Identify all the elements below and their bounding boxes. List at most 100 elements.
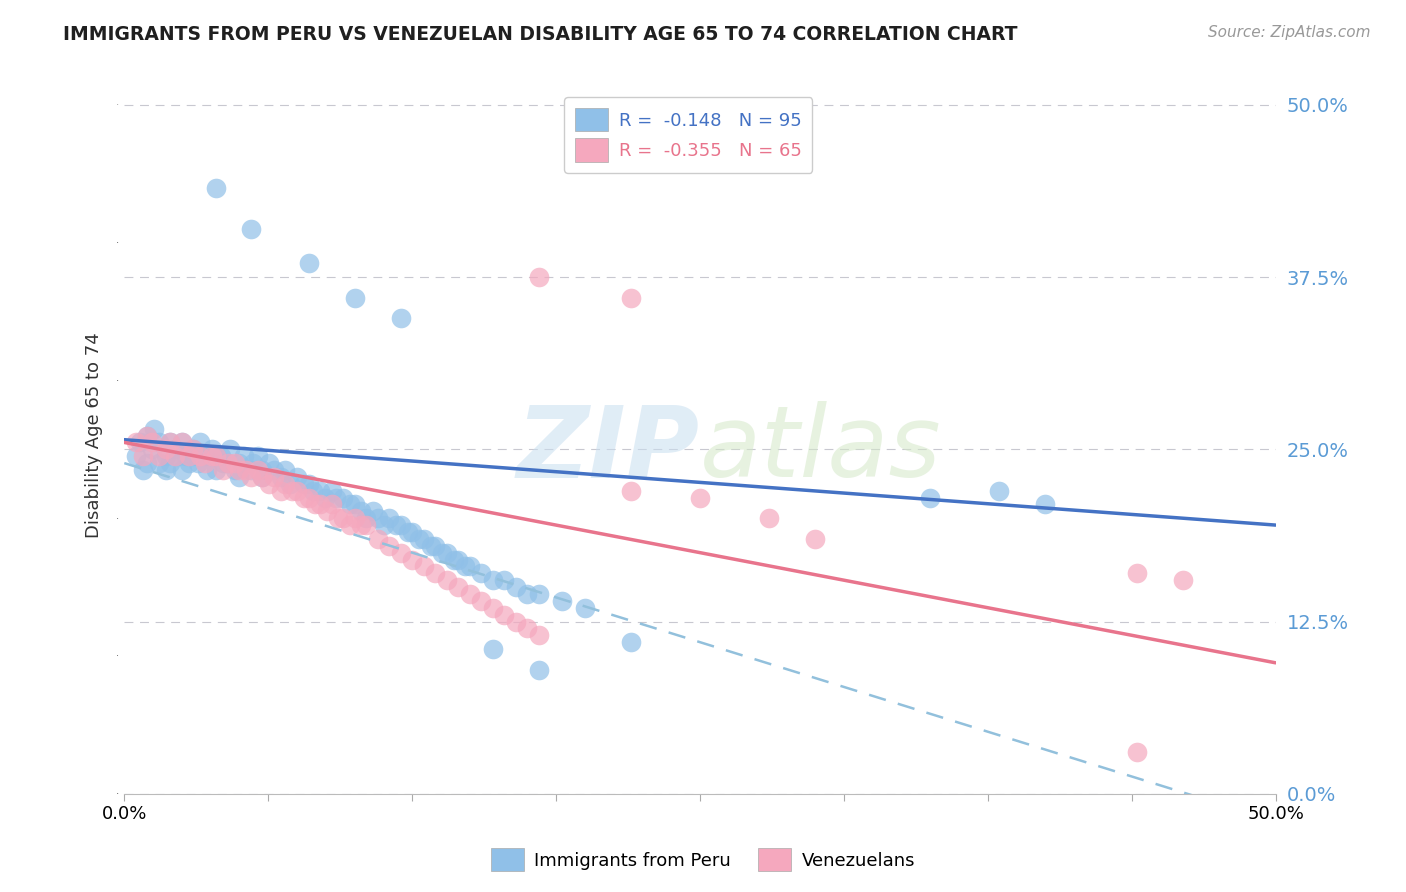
Point [194,449,217,463]
Point [689,491,711,505]
Point [297,256,319,270]
Point [620,635,643,649]
Point [143,422,166,436]
Text: Source: ZipAtlas.com: Source: ZipAtlas.com [1208,25,1371,40]
Point [447,552,470,566]
Point [217,456,239,470]
Point [148,449,170,463]
Point [166,449,188,463]
Point [321,497,343,511]
Point [343,497,366,511]
Point [389,518,412,533]
Point [195,463,218,477]
Point [239,463,262,477]
Point [235,463,257,477]
Point [367,532,389,546]
Point [321,483,343,498]
Point [436,546,458,560]
Point [297,476,319,491]
Point [332,491,354,505]
Point [481,600,503,615]
Point [454,559,477,574]
Point [481,642,503,657]
Point [194,456,217,470]
Point [401,524,423,539]
Text: atlas: atlas [700,401,942,499]
Point [201,449,224,463]
Point [205,449,228,463]
Point [159,435,181,450]
Point [470,566,492,581]
Point [343,291,366,305]
Point [309,497,332,511]
Point [252,470,274,484]
Point [239,222,262,236]
Point [292,476,315,491]
Point [470,594,492,608]
Point [481,573,503,587]
Point [458,559,481,574]
Point [1126,745,1149,759]
Point [354,511,377,525]
Point [136,428,159,442]
Point [574,600,596,615]
Point [259,476,281,491]
Point [505,615,527,629]
Point [527,663,550,677]
Point [378,539,401,553]
Point [141,435,163,450]
Point [188,435,211,450]
Point [212,456,235,470]
Point [246,449,269,463]
Point [443,552,465,566]
Point [148,456,170,470]
Point [239,470,262,484]
Text: ZIP: ZIP [517,401,700,499]
Point [302,483,325,498]
Point [217,456,239,470]
Point [183,442,205,457]
Point [361,504,384,518]
Point [620,483,643,498]
Point [412,532,434,546]
Point [378,511,401,525]
Point [228,456,250,470]
Point [259,456,281,470]
Point [804,532,827,546]
Point [141,442,163,457]
Point [136,428,159,442]
Point [170,463,193,477]
Point [505,580,527,594]
Point [385,518,408,533]
Y-axis label: Disability Age 65 to 74: Disability Age 65 to 74 [86,333,103,539]
Point [304,497,326,511]
Point [228,463,250,477]
Point [201,442,224,457]
Point [389,546,412,560]
Point [209,449,232,463]
Point [183,442,205,457]
Point [325,491,347,505]
Point [350,504,373,518]
Point [494,607,516,622]
Point [1033,497,1056,511]
Point [516,621,538,635]
Point [1126,566,1149,581]
Point [177,456,200,470]
Point [187,456,209,470]
Point [343,511,366,525]
Point [447,580,470,594]
Point [423,539,446,553]
Point [419,539,441,553]
Legend: Immigrants from Peru, Venezuelans: Immigrants from Peru, Venezuelans [484,841,922,879]
Point [246,463,269,477]
Point [309,483,332,498]
Text: IMMIGRANTS FROM PERU VS VENEZUELAN DISABILITY AGE 65 TO 74 CORRELATION CHART: IMMIGRANTS FROM PERU VS VENEZUELAN DISAB… [63,25,1018,44]
Point [263,463,285,477]
Point [270,483,292,498]
Point [389,311,412,326]
Point [339,497,361,511]
Point [339,518,361,533]
Point [170,435,193,450]
Point [252,463,274,477]
